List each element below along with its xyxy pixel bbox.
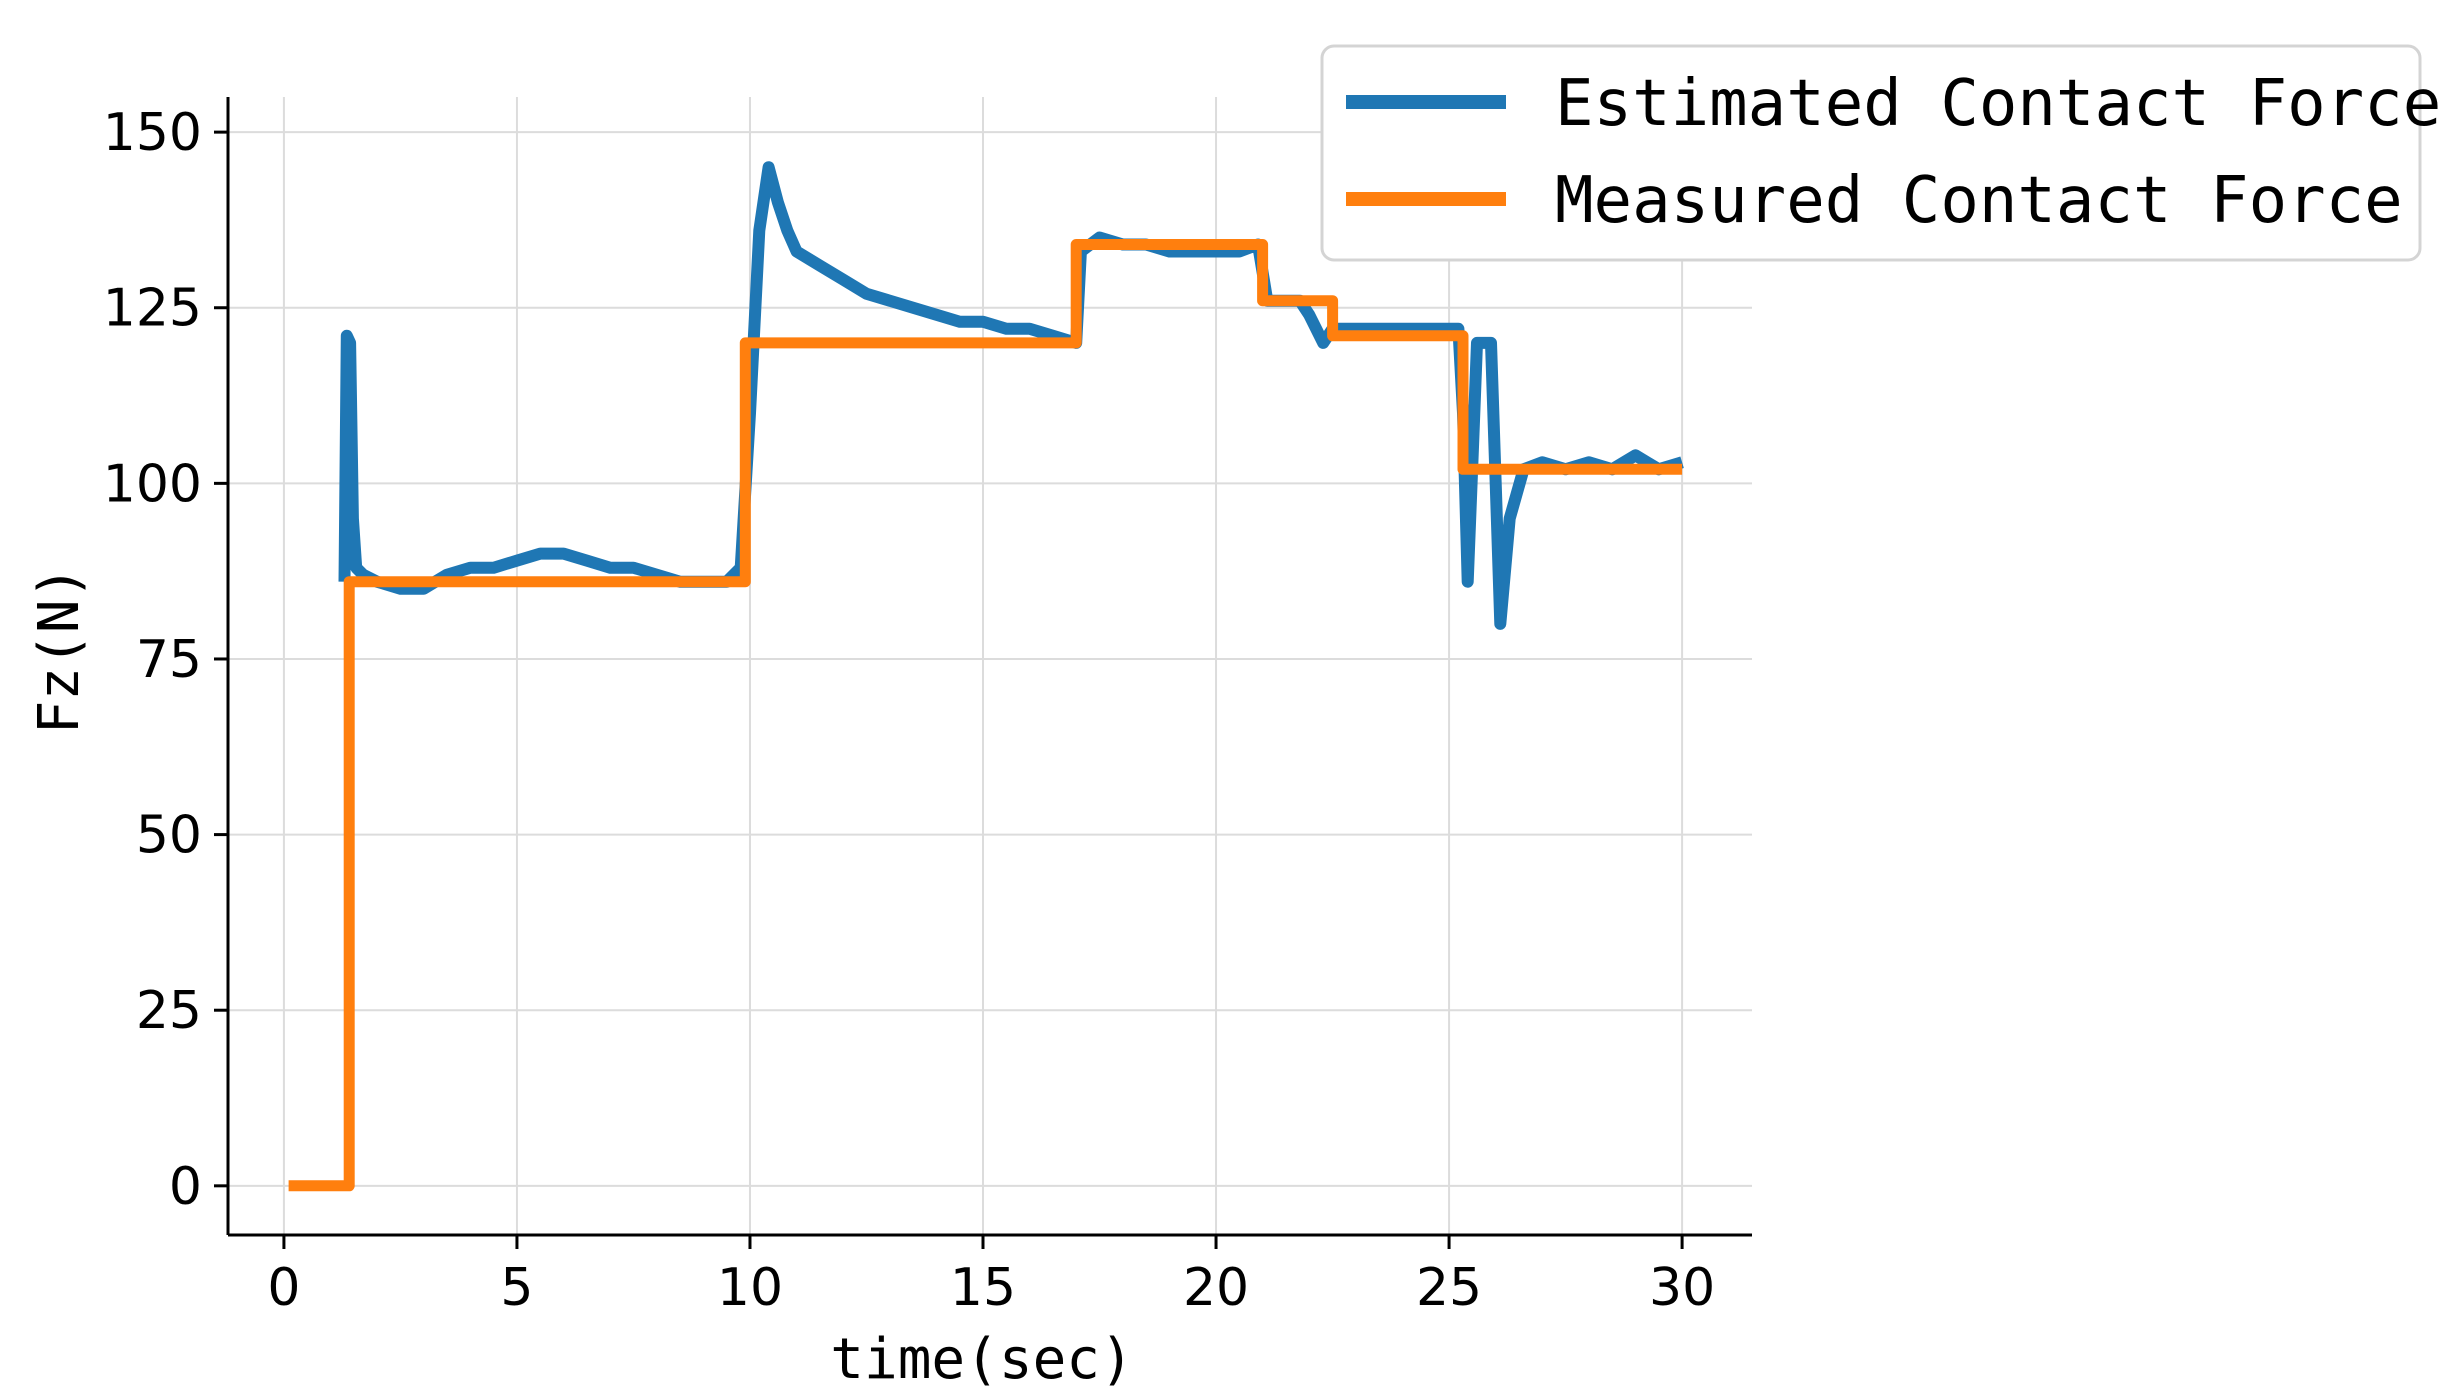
y-tick-label: 125 [103,279,202,339]
legend-label-measured: Measured Contact Force [1555,164,2403,238]
y-tick-label: 150 [103,103,202,163]
series-line-measured [288,239,1683,1192]
y-tick-label: 0 [169,1157,202,1217]
y-tick-label: 75 [136,630,202,690]
ticks: 0 5 10 15 20 25 30 0 25 50 75 100 125 150 [103,103,1715,1318]
legend-label-estimated: Estimated Contact Force [1555,67,2441,141]
x-tick-label: 25 [1416,1258,1482,1318]
y-tick-label: 25 [136,981,202,1041]
axes [226,97,1752,1237]
y-tick-label: 100 [103,454,202,514]
x-tick-label: 30 [1649,1258,1715,1318]
series-layer [288,161,1684,1192]
series-line-estimated [338,161,1684,630]
legend: Estimated Contact Force Measured Contact… [1320,44,2441,262]
x-tick-label: 15 [950,1258,1016,1318]
x-tick-label: 20 [1183,1258,1249,1318]
x-tick-label: 5 [500,1258,533,1318]
grid-lines [228,97,1752,1235]
y-tick-label: 50 [136,806,202,866]
x-tick-label: 0 [267,1258,300,1318]
legend-box [1320,44,2422,262]
x-tick-label: 10 [717,1258,783,1318]
y-axis-label: Fz(N) [27,566,92,735]
x-axis-label: time(sec) [830,1327,1133,1392]
